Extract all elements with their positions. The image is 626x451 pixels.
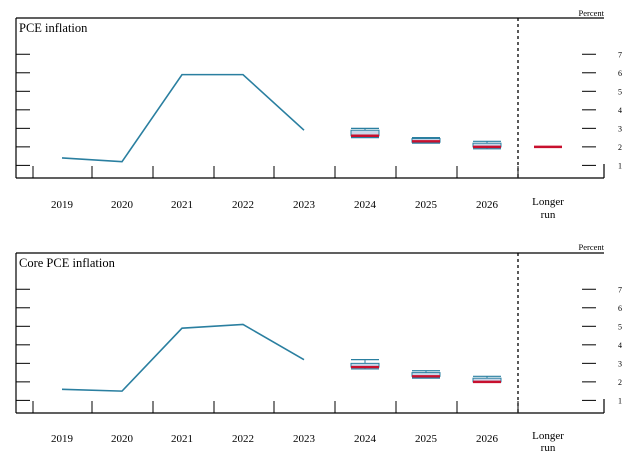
x-tick-label: 2025 <box>415 433 438 445</box>
panel-title: Core PCE inflation <box>19 256 116 270</box>
x-tick-label: 2021 <box>171 433 193 445</box>
longer-run-label: Longer <box>532 196 564 208</box>
x-tick-label: 2026 <box>476 433 499 445</box>
history-line <box>61 323 305 392</box>
x-tick-label: 2026 <box>476 199 499 211</box>
x-tick-label: 2023 <box>293 199 316 211</box>
longer-run-label: run <box>541 209 556 221</box>
x-tick-label: 2019 <box>51 199 74 211</box>
x-tick-label: 2023 <box>293 433 316 445</box>
y-tick-label: 6 <box>618 304 622 313</box>
longer-run-label: run <box>541 442 556 451</box>
x-tick-label: 2022 <box>232 199 254 211</box>
x-tick-label: 2024 <box>354 199 377 211</box>
y-tick-label: 4 <box>618 341 622 350</box>
x-tick-label: 2020 <box>111 199 134 211</box>
x-tick-label: 2021 <box>171 199 193 211</box>
x-tick-label: 2022 <box>232 433 254 445</box>
y-tick-label: 1 <box>618 161 622 170</box>
y-tick-label: 6 <box>618 69 622 78</box>
y-tick-label: 7 <box>618 50 622 59</box>
y-tick-label: 4 <box>618 106 622 115</box>
y-tick-label: 2 <box>618 378 622 387</box>
unit-label: Percent <box>579 8 605 18</box>
history-line <box>61 73 305 163</box>
y-tick-label: 3 <box>618 124 622 133</box>
longer-run-label: Longer <box>532 430 564 442</box>
y-tick-label: 5 <box>618 87 622 96</box>
y-tick-label: 1 <box>618 396 622 405</box>
panel-title: PCE inflation <box>19 21 88 35</box>
x-tick-label: 2020 <box>111 433 134 445</box>
x-tick-label: 2024 <box>354 433 377 445</box>
x-tick-label: 2025 <box>415 199 438 211</box>
x-tick-label: 2019 <box>51 433 74 445</box>
y-tick-label: 5 <box>618 322 622 331</box>
y-tick-label: 3 <box>618 359 622 368</box>
y-tick-label: 7 <box>618 285 622 294</box>
y-tick-label: 2 <box>618 143 622 152</box>
unit-label: Percent <box>579 242 605 252</box>
